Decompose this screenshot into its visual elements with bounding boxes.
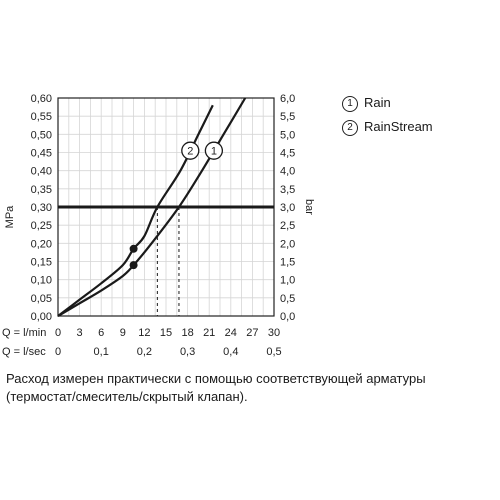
x-lsec-tick-label: 0,5 <box>266 346 281 358</box>
left-tick-label: 0,25 <box>31 220 52 232</box>
right-tick-label: 5,5 <box>280 111 295 123</box>
right-tick-label: 0,0 <box>280 311 295 323</box>
left-axis-label: MPa <box>4 205 16 229</box>
right-tick-label: 4,0 <box>280 166 295 178</box>
chart-axes: 0,000,050,100,150,200,250,300,350,400,45… <box>31 93 296 358</box>
x-lmin-tick-label: 9 <box>120 327 126 339</box>
chart-series: 12 <box>57 97 274 317</box>
chart-legend: 1 Rain 2 RainStream <box>342 94 433 142</box>
data-point-rain <box>129 261 138 270</box>
x-lmin-tick-label: 30 <box>268 327 280 339</box>
left-tick-label: 0,60 <box>31 93 52 105</box>
right-tick-label: 3,5 <box>280 184 295 196</box>
series-line-rainstream <box>57 104 214 317</box>
x-lsec-tick-label: 0,2 <box>137 346 152 358</box>
right-axis-label: bar <box>303 199 315 215</box>
legend-marker-2: 2 <box>342 120 358 136</box>
x-lmin-tick-label: 18 <box>181 327 193 339</box>
left-tick-label: 0,15 <box>31 257 52 269</box>
left-tick-label: 0,10 <box>31 275 52 287</box>
left-tick-label: 0,00 <box>31 311 52 323</box>
right-tick-label: 5,0 <box>280 129 295 141</box>
x-lsec-tick-label: 0,3 <box>180 346 195 358</box>
x-lmin-tick-label: 6 <box>98 327 104 339</box>
x-lmin-tick-label: 24 <box>225 327 237 339</box>
right-tick-label: 1,5 <box>280 257 295 269</box>
left-tick-label: 0,40 <box>31 166 52 178</box>
x-lmin-tick-label: 21 <box>203 327 215 339</box>
left-tick-label: 0,35 <box>31 184 52 196</box>
x-lmin-tick-label: 12 <box>138 327 150 339</box>
legend-label-rain: Rain <box>364 95 391 110</box>
x-lmin-tick-label: 15 <box>160 327 172 339</box>
left-tick-label: 0,05 <box>31 293 52 305</box>
series-marker-rain <box>204 141 224 160</box>
left-tick-label: 0,50 <box>31 129 52 141</box>
right-tick-label: 4,5 <box>280 148 295 160</box>
left-tick-label: 0,30 <box>31 202 52 214</box>
right-tick-label: 3,0 <box>280 202 295 214</box>
x-lsec-tick-label: 0,4 <box>223 346 238 358</box>
right-tick-label: 0,5 <box>280 293 295 305</box>
series-marker-rainstream <box>181 141 200 160</box>
left-tick-label: 0,20 <box>31 238 52 250</box>
legend-item-rain: 1 Rain <box>342 94 433 118</box>
legend-item-rainstream: 2 RainStream <box>342 118 433 142</box>
x-lmin-tick-label: 27 <box>246 327 258 339</box>
data-point-rainstream <box>129 244 138 253</box>
x-lmin-tick-label: 3 <box>77 327 83 339</box>
right-tick-label: 6,0 <box>280 93 295 105</box>
series-marker-label-rainstream: 2 <box>187 146 193 158</box>
right-tick-label: 2,0 <box>280 238 295 250</box>
left-tick-label: 0,55 <box>31 111 52 123</box>
series-marker-label-rain: 1 <box>211 146 217 158</box>
right-tick-label: 2,5 <box>280 220 295 232</box>
right-tick-label: 1,0 <box>280 275 295 287</box>
x-axis-lsec-label: Q = l/sec <box>2 346 46 358</box>
legend-marker-1: 1 <box>342 96 358 112</box>
chart-caption: Расход измерен практически с помощью соо… <box>6 371 426 404</box>
x-lmin-tick-label: 0 <box>55 327 61 339</box>
left-tick-label: 0,45 <box>31 148 52 160</box>
x-lsec-tick-label: 0 <box>55 346 61 358</box>
legend-label-rainstream: RainStream <box>364 119 433 134</box>
x-axis-lmin-label: Q = l/min <box>2 327 46 339</box>
x-lsec-tick-label: 0,1 <box>94 346 109 358</box>
